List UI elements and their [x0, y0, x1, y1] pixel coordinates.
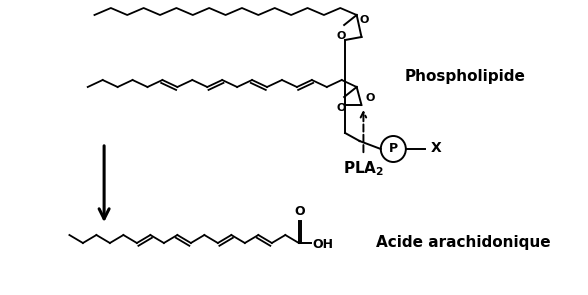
Text: X: X	[431, 141, 442, 155]
Text: OH: OH	[312, 238, 333, 252]
Text: O: O	[336, 31, 346, 41]
Text: O: O	[336, 103, 346, 113]
Text: Phospholipide: Phospholipide	[405, 70, 526, 84]
Text: Acide arachidonique: Acide arachidonique	[376, 235, 550, 250]
Text: O: O	[365, 93, 375, 103]
Text: O: O	[360, 15, 369, 25]
Text: O: O	[295, 205, 305, 218]
Text: $\mathbf{PLA_2}$: $\mathbf{PLA_2}$	[343, 159, 384, 178]
Text: P: P	[389, 142, 398, 155]
